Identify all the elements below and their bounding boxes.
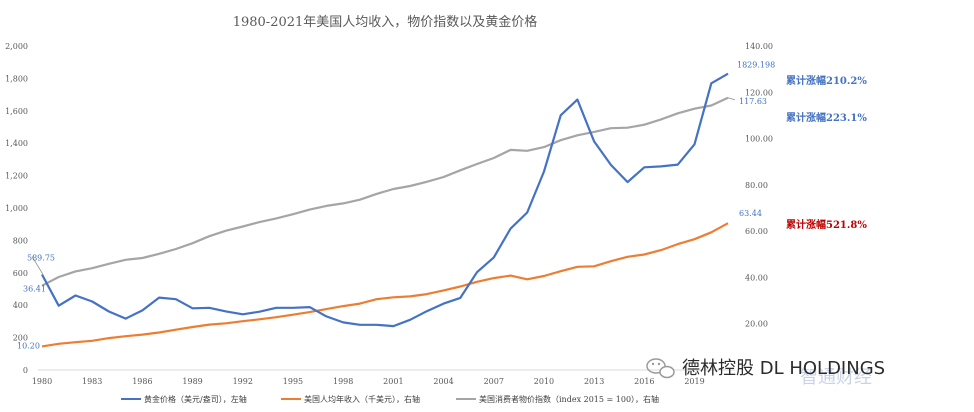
x-tick-label: 1998 [333, 377, 353, 386]
watermark-brand: 德林控股 DL HOLDINGS [682, 358, 885, 379]
right-tick-label: 140.00 [745, 42, 773, 51]
left-tick-label: 1,600 [5, 107, 28, 116]
income-growth-annotation: 累计涨幅521.8% [786, 218, 867, 231]
x-tick-label: 2007 [484, 377, 504, 386]
series-group [41, 72, 729, 348]
cpi-growth-annotation: 累计涨幅223.1% [786, 111, 867, 124]
chart-title: 1980-2021年美国人均收入，物价指数以及黄金价格 [233, 14, 538, 30]
income-line [41, 222, 729, 348]
watermark-secondary: 智通财经 [800, 367, 872, 388]
right-tick-label: 100.00 [745, 135, 773, 144]
x-tick-label: 2013 [584, 377, 604, 386]
gold-start-leader [31, 256, 44, 275]
wechat-icon [646, 358, 675, 379]
x-tick-label: 2010 [534, 377, 554, 386]
x-tick-label: 2001 [383, 377, 403, 386]
gold-start-label: 589.75 [27, 253, 55, 262]
x-tick-label: 2016 [634, 377, 654, 386]
x-tick-label: 2019 [684, 377, 704, 386]
income-end-label: 63.44 [739, 209, 762, 218]
cpi-start-label: 36.41 [23, 285, 46, 294]
left-axis: 0 200 400 600 800 1,000 1,200 1,400 1,600 1,800 2,… [5, 42, 28, 375]
gold-end-label: 1829.198 [737, 61, 775, 70]
legend: 黄金价格（美元/盎司），左轴 美国人均年收入（千美元），右轴 美国消费者物价指数… [121, 394, 659, 404]
x-tick-label: 1983 [82, 377, 102, 386]
right-tick-label: 120.00 [745, 88, 773, 97]
x-tick-label: 1980 [32, 377, 52, 386]
x-tick-label: 1989 [182, 377, 202, 386]
legend-label-cpi: 美国消费者物价指数（index 2015 = 100），右轴 [479, 394, 659, 404]
x-tick-label: 1992 [233, 377, 253, 386]
x-tick-label: 1995 [283, 377, 303, 386]
right-tick-label: 20.00 [745, 320, 768, 329]
left-tick-label: 400 [13, 301, 28, 310]
x-tick-label: 2004 [433, 377, 453, 386]
watermark: 智通财经 德林控股 DL HOLDINGS [646, 358, 885, 388]
left-tick-label: 800 [13, 236, 28, 245]
legend-label-gold: 黄金价格（美元/盎司），左轴 [144, 394, 247, 404]
right-axis: 20.00 40.00 60.00 80.00 100.00 120.00 140.00 [745, 42, 773, 329]
income-start-label: 10.20 [17, 341, 40, 350]
gold-growth-annotation: 累计涨幅210.2% [786, 74, 867, 87]
left-tick-label: 1,200 [5, 172, 28, 181]
x-tick-label: 1986 [132, 377, 152, 386]
left-tick-label: 1,400 [5, 139, 28, 148]
left-tick-label: 1,800 [5, 74, 28, 83]
right-tick-label: 60.00 [745, 227, 768, 236]
left-tick-label: 0 [23, 366, 28, 375]
cpi-end-leader [727, 97, 736, 101]
left-tick-label: 2,000 [5, 42, 28, 51]
right-tick-label: 80.00 [745, 181, 768, 190]
gold-price-line [41, 72, 729, 328]
right-tick-label: 40.00 [745, 273, 768, 282]
label-leader-lines [31, 97, 736, 275]
left-tick-label: 600 [13, 269, 28, 278]
cpi-line [41, 96, 729, 287]
legend-label-income: 美国人均年收入（千美元），右轴 [304, 394, 420, 404]
cpi-end-label: 117.63 [739, 97, 767, 106]
left-tick-label: 1,000 [5, 204, 28, 213]
x-axis: 1980 1983 1986 1989 1992 1995 1998 2001 2004 2007… [32, 377, 705, 386]
left-tick-label: 200 [13, 334, 28, 343]
